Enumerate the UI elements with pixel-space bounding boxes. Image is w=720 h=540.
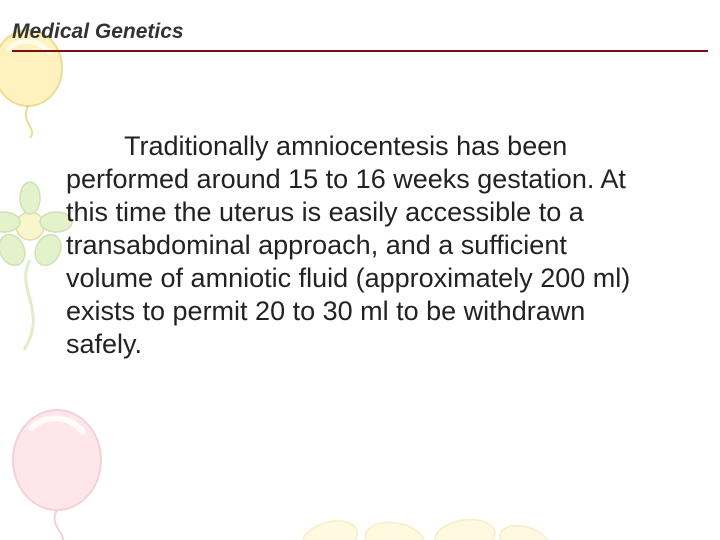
slide-body: Traditionally amniocentesis has been per…: [66, 130, 660, 361]
slide: Medical Genetics Traditionally amniocent…: [0, 0, 720, 540]
title-underline: [12, 50, 708, 52]
slide-header: Medical Genetics: [12, 20, 708, 52]
decoration-bottom-petals: [300, 500, 560, 540]
decoration-bottom-left-balloon: [2, 400, 122, 540]
slide-title: Medical Genetics: [12, 20, 708, 48]
body-paragraph: Traditionally amniocentesis has been per…: [66, 130, 660, 361]
